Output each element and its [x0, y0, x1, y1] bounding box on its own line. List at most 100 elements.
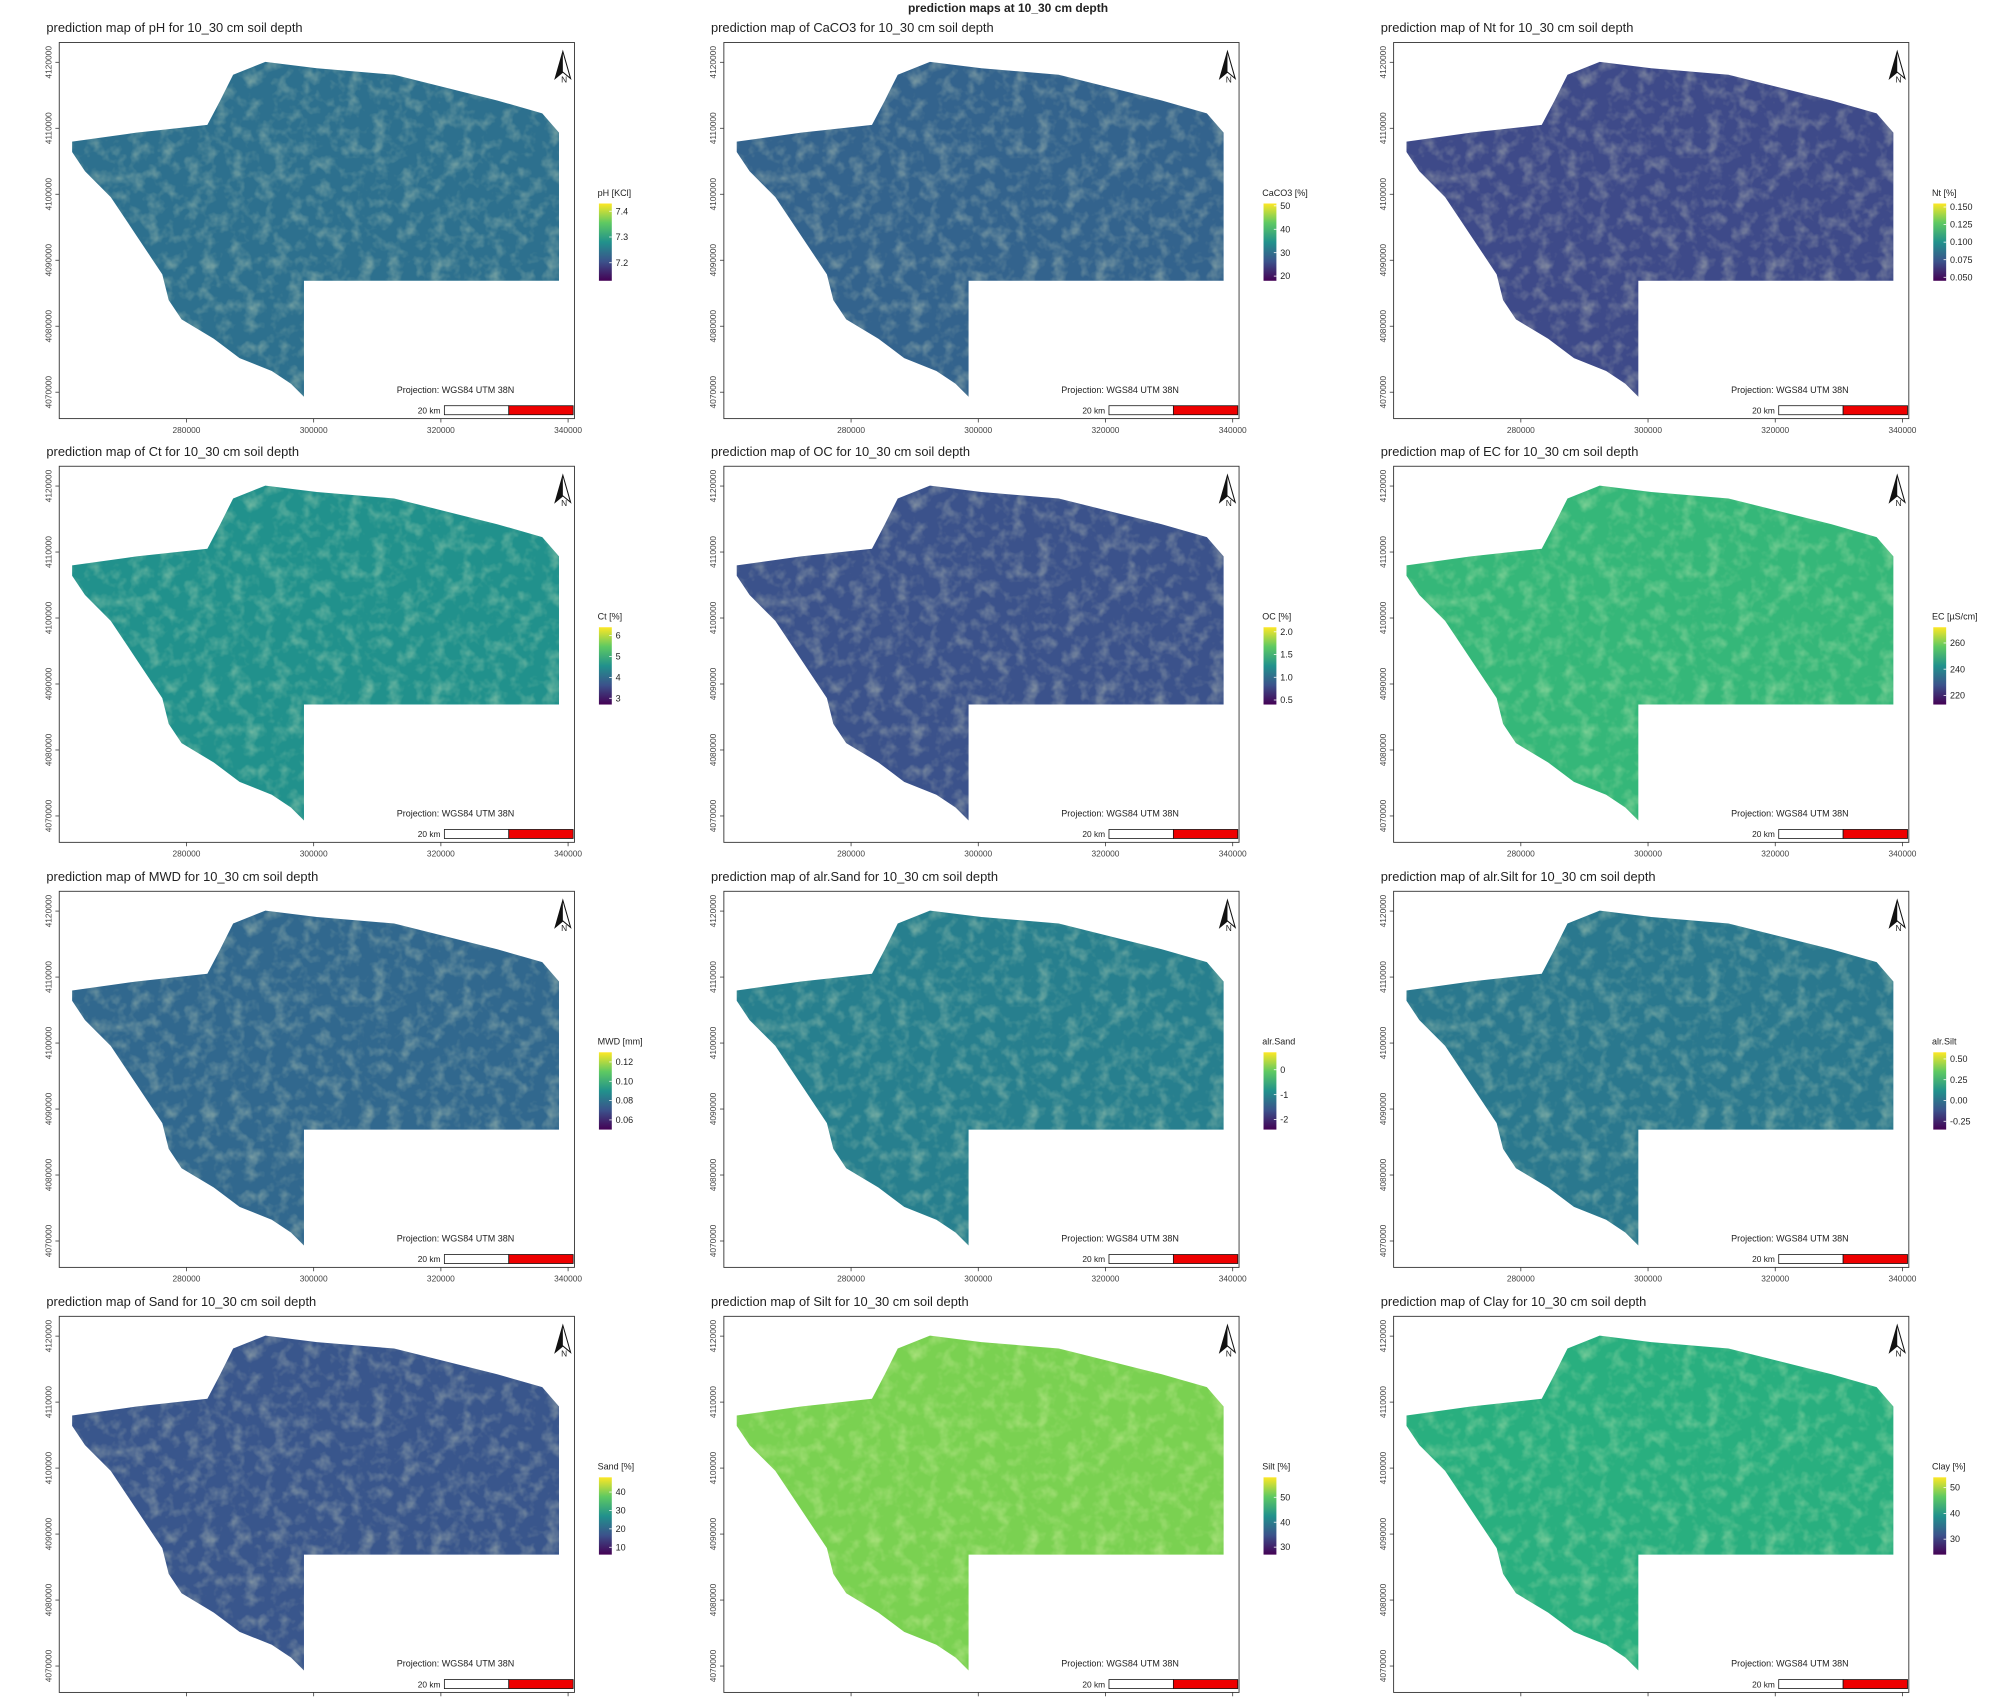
x-tick-label: 340000	[1219, 425, 1247, 435]
y-tick-label: 4070000	[708, 1224, 718, 1257]
y-tick-label: 4120000	[44, 46, 54, 79]
x-tick-label: 340000	[1219, 849, 1247, 859]
y-tick-label: 4080000	[1378, 733, 1388, 766]
y-tick-label: 4120000	[708, 894, 718, 927]
colorbar	[1263, 1052, 1277, 1130]
y-tick-label: 4110000	[708, 961, 718, 993]
y-tick-label: 4080000	[1378, 1583, 1388, 1616]
x-tick-label: 340000	[1219, 1274, 1247, 1284]
y-tick-label: 4080000	[708, 733, 718, 766]
y-tick-label: 4110000	[44, 961, 54, 993]
scale-bar-red	[508, 1679, 574, 1689]
legend-tick-label: 50	[1280, 201, 1290, 211]
y-tick-label: 4090000	[44, 1517, 54, 1550]
legend-tick-label: 30	[1280, 248, 1290, 258]
figure-title: prediction maps at 10_30 cm depth	[908, 1, 1108, 15]
map-panel: prediction map of OC for 10_30 cm soil d…	[708, 444, 1293, 859]
y-tick-label: 4080000	[1378, 310, 1388, 343]
y-tick-label: 4080000	[708, 1158, 718, 1191]
north-arrow-half	[1889, 900, 1898, 928]
legend-tick-label: 0.150	[1950, 202, 1973, 212]
north-arrow-half	[1219, 475, 1228, 503]
legend-tick-label: 2.0	[1280, 627, 1293, 637]
scale-label: 20 km	[1752, 829, 1775, 839]
north-arrow-half	[555, 1325, 563, 1353]
y-tick-label: 4090000	[708, 1092, 718, 1125]
projection-label: Projection: WGS84 UTM 38N	[1731, 809, 1849, 819]
scale-bar-red	[1842, 405, 1908, 416]
projection-label: Projection: WGS84 UTM 38N	[1731, 1234, 1849, 1244]
y-tick-label: 4100000	[708, 1451, 718, 1484]
y-tick-label: 4110000	[44, 1386, 54, 1418]
scale-bar-red	[1172, 1679, 1239, 1689]
legend-tick-label: 50	[1950, 1483, 1960, 1493]
x-tick-label: 280000	[837, 425, 865, 435]
scale-label: 20 km	[418, 1679, 441, 1689]
panel-title: prediction map of OC for 10_30 cm soil d…	[711, 444, 970, 459]
north-label: N	[561, 923, 567, 933]
panel-title: prediction map of CaCO3 for 10_30 cm soi…	[711, 20, 994, 35]
y-tick-label: 4120000	[1378, 46, 1388, 79]
x-tick-label: 280000	[837, 849, 865, 859]
scale-label: 20 km	[1082, 829, 1105, 839]
x-tick-label: 280000	[173, 1274, 201, 1284]
y-tick-label: 4100000	[1378, 178, 1388, 211]
projection-label: Projection: WGS84 UTM 38N	[397, 1234, 515, 1244]
y-tick-label: 4110000	[44, 112, 54, 144]
north-arrow-half	[1219, 51, 1228, 79]
legend-tick-label: 0.125	[1950, 220, 1973, 230]
legend-tick-label: 220	[1950, 690, 1965, 700]
legend-tick-label: 0.100	[1950, 237, 1973, 247]
y-tick-label: 4070000	[708, 376, 718, 409]
y-tick-label: 4110000	[708, 536, 718, 568]
x-tick-label: 300000	[300, 849, 328, 859]
x-tick-label: 340000	[1889, 849, 1917, 859]
y-tick-label: 4110000	[44, 536, 54, 568]
legend-tick-label: 4	[616, 672, 621, 682]
colorbar	[1933, 1477, 1947, 1555]
y-tick-label: 4100000	[1378, 1451, 1388, 1484]
scale-bar-red	[508, 405, 574, 416]
map-panel: prediction map of Nt for 10_30 cm soil d…	[1378, 20, 1973, 435]
legend-title: Clay [%]	[1932, 1462, 1966, 1472]
x-tick-label: 280000	[837, 1274, 865, 1284]
map-panel: prediction map of Ct for 10_30 cm soil d…	[44, 444, 623, 859]
x-tick-label: 320000	[427, 1274, 455, 1284]
colorbar	[598, 203, 612, 281]
scale-bar-red	[1172, 405, 1239, 416]
colorbar	[1933, 203, 1947, 281]
legend-tick-label: 40	[1280, 224, 1290, 234]
y-tick-label: 4120000	[708, 1320, 718, 1353]
y-tick-label: 4100000	[44, 601, 54, 634]
y-tick-label: 4100000	[708, 601, 718, 634]
x-tick-label: 320000	[1092, 425, 1120, 435]
x-tick-label: 300000	[964, 1274, 992, 1284]
y-tick-label: 4070000	[1378, 1649, 1388, 1682]
scale-bar-white	[1108, 1679, 1174, 1689]
north-arrow-half	[1889, 475, 1898, 503]
y-tick-label: 4070000	[44, 376, 54, 409]
legend-tick-label: 0.08	[616, 1096, 634, 1106]
colorbar	[598, 627, 612, 705]
legend-title: CaCO3 [%]	[1262, 188, 1308, 198]
map-panel: prediction map of Silt for 10_30 cm soil…	[708, 1294, 1290, 1705]
legend-tick-label: 0.00	[1950, 1096, 1968, 1106]
map-panel: prediction map of MWD for 10_30 cm soil …	[44, 869, 643, 1284]
legend-tick-label: -0.25	[1950, 1116, 1971, 1126]
y-tick-label: 4070000	[708, 799, 718, 832]
y-tick-label: 4110000	[1378, 112, 1388, 144]
y-tick-label: 4080000	[708, 310, 718, 343]
panel-title: prediction map of Silt for 10_30 cm soil…	[711, 1294, 969, 1309]
map-panel: prediction map of Sand for 10_30 cm soil…	[44, 1294, 635, 1705]
legend-tick-label: 30	[616, 1506, 626, 1516]
panel-title: prediction map of MWD for 10_30 cm soil …	[46, 869, 318, 884]
y-tick-label: 4090000	[44, 244, 54, 277]
map-panel: prediction map of CaCO3 for 10_30 cm soi…	[708, 20, 1308, 435]
north-label: N	[1895, 74, 1901, 84]
y-tick-label: 4090000	[1378, 1517, 1388, 1550]
legend-tick-label: 1.0	[1280, 672, 1293, 682]
legend-tick-label: 3	[616, 693, 621, 703]
scale-bar-white	[1778, 829, 1844, 839]
